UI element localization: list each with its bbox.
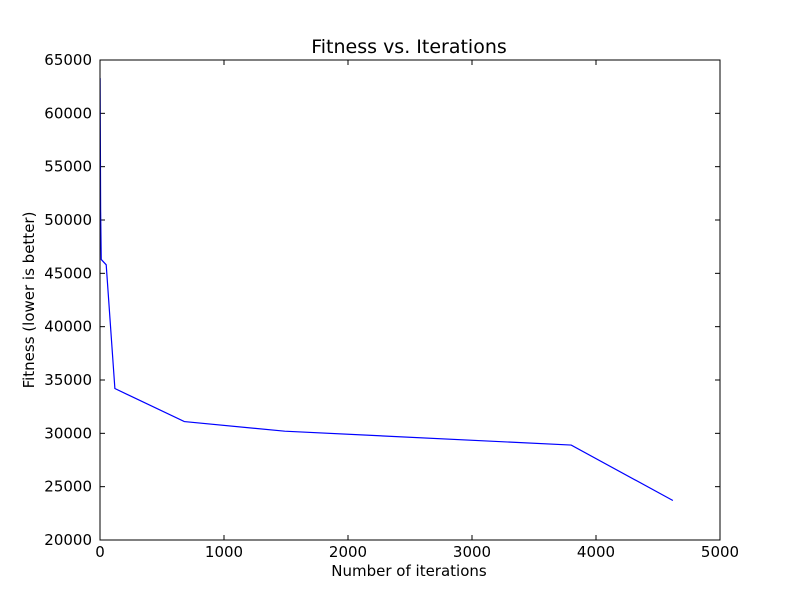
- x-tick-label: 1000: [205, 543, 243, 561]
- fitness-line: [99, 78, 674, 502]
- y-tick-label: 60000: [44, 104, 92, 122]
- x-tick-label: 5000: [701, 543, 739, 561]
- y-tick-label: 20000: [44, 531, 92, 549]
- y-tick-label: 50000: [44, 211, 92, 229]
- y-tick-label: 25000: [44, 478, 92, 496]
- y-tick-label: 45000: [44, 264, 92, 282]
- y-tick-label: 65000: [44, 51, 92, 69]
- data-series: [99, 78, 674, 502]
- x-tick-label: 4000: [577, 543, 615, 561]
- x-tick-label: 2000: [329, 543, 367, 561]
- plot-frame: [99, 59, 721, 541]
- x-tick-label: 3000: [453, 543, 491, 561]
- y-tick-label: 40000: [44, 318, 92, 336]
- y-tick-label: 35000: [44, 371, 92, 389]
- axis-ticks: 0 1000 2000 3000 4000 5000 20000 25000 30000 3500…: [44, 51, 739, 561]
- x-tick-label: 0: [95, 543, 105, 561]
- y-tick-label: 30000: [44, 424, 92, 442]
- y-tick-label: 55000: [44, 158, 92, 176]
- x-axis-label: Number of iterations: [331, 562, 487, 580]
- chart-title: Fitness vs. Iterations: [311, 36, 507, 58]
- y-axis-label: Fitness (lower is better): [20, 212, 38, 389]
